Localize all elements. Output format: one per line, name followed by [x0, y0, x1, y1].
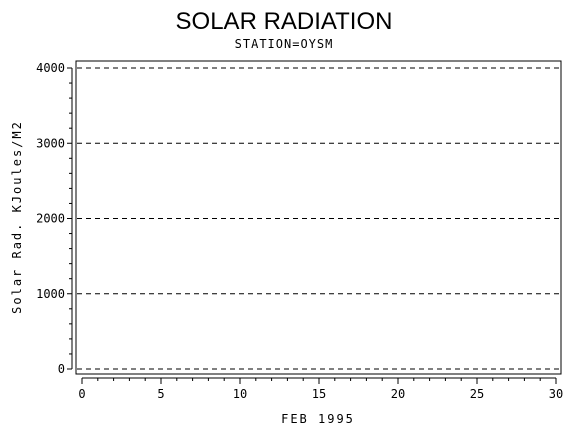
x-tick-label: 10	[233, 387, 247, 401]
y-axis-label: Solar Rad. KJoules/M2	[10, 120, 24, 314]
plot-frame	[75, 60, 562, 375]
x-tick-label: 30	[549, 387, 563, 401]
grid-lines	[77, 67, 560, 370]
y-tick-label: 2000	[36, 212, 65, 226]
x-tick-label: 20	[391, 387, 405, 401]
y-axis: 0 1000 2000 3000 4000	[36, 61, 73, 376]
y-tick-label: 1000	[36, 287, 65, 301]
y-tick-label: 0	[58, 362, 65, 376]
chart-subtitle: STATION=OYSM	[235, 37, 334, 51]
x-axis-label: FEB 1995	[281, 412, 355, 426]
y-tick-label: 3000	[36, 136, 65, 150]
x-axis: 0 5 10 15 20 25 30	[78, 377, 563, 401]
y-tick-label: 4000	[36, 61, 65, 75]
chart-title: SOLAR RADIATION	[176, 8, 393, 35]
x-tick-label: 0	[78, 387, 85, 401]
x-tick-label: 5	[157, 387, 164, 401]
x-tick-label: 15	[312, 387, 326, 401]
x-tick-label: 25	[470, 387, 484, 401]
